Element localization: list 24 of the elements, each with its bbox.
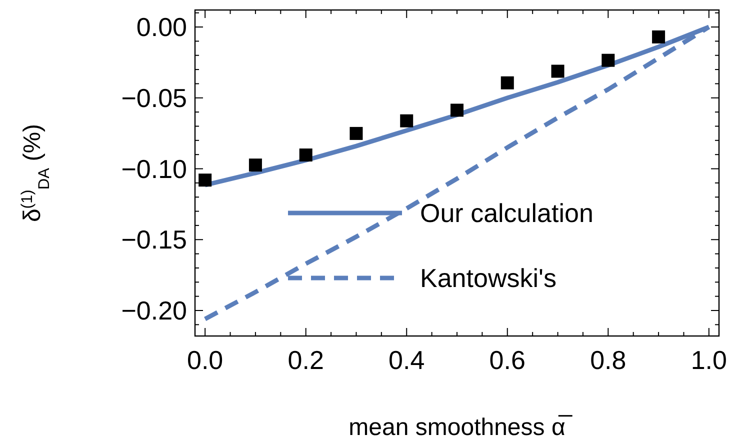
x-tick-label: 0.4 xyxy=(388,345,425,375)
point xyxy=(652,30,666,44)
y-tick-label: −0.15 xyxy=(121,224,187,255)
point xyxy=(248,158,262,172)
legend-label: Our calculation xyxy=(420,198,594,228)
point xyxy=(299,148,312,162)
y-tick-label: −0.20 xyxy=(121,296,187,326)
y-tick-label: 0.00 xyxy=(136,12,187,42)
x-tick-label: 0.8 xyxy=(590,345,626,375)
y-tick-label: −0.05 xyxy=(121,82,187,113)
point xyxy=(400,114,414,128)
x-tick-label: 0.6 xyxy=(489,345,526,375)
x-tick-label: 0.2 xyxy=(288,345,324,375)
point xyxy=(350,126,363,140)
point xyxy=(602,54,615,67)
x-axis-title: mean smoothness α̅ xyxy=(348,414,572,441)
point xyxy=(450,104,464,117)
x-tick-label: 1.0 xyxy=(690,345,727,375)
legend-label: Kantowski's xyxy=(420,263,556,294)
x-tick-label: 0.0 xyxy=(187,345,224,375)
point xyxy=(198,174,212,187)
point xyxy=(551,64,564,78)
point xyxy=(500,76,514,90)
y-tick-label: −0.10 xyxy=(121,154,187,184)
